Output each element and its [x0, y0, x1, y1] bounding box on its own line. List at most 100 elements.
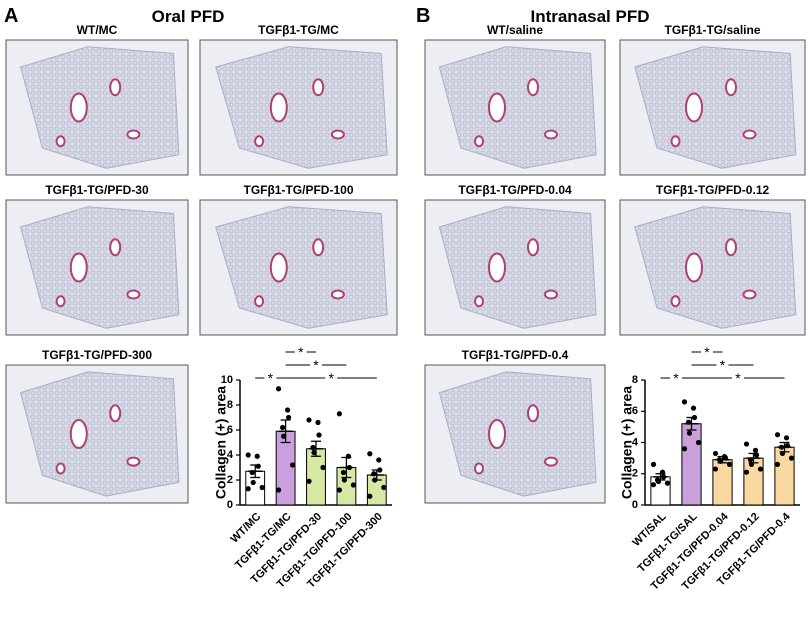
- data-point: [245, 486, 251, 492]
- data-point: [748, 461, 755, 467]
- data-point: [747, 457, 754, 463]
- data-point: [249, 469, 255, 476]
- micrograph: [424, 39, 606, 176]
- significance-bracket: *: [285, 344, 316, 360]
- vessel: [725, 78, 737, 97]
- data-point: [691, 414, 698, 421]
- data-point: [367, 493, 373, 499]
- panel-label: B: [416, 5, 430, 27]
- data-point: [722, 455, 729, 461]
- data-point: [686, 430, 693, 436]
- data-point: [285, 407, 291, 413]
- vessel: [527, 404, 539, 423]
- vessel: [109, 78, 122, 97]
- data-point: [276, 386, 282, 392]
- vessel: [126, 129, 141, 140]
- data-point: [345, 453, 351, 459]
- vessel: [544, 289, 558, 300]
- significance-label: *: [268, 370, 274, 386]
- data-point: [788, 455, 795, 461]
- data-point: [259, 484, 265, 491]
- vessel: [330, 129, 345, 140]
- data-point: [381, 484, 387, 491]
- micrograph: [199, 39, 398, 176]
- significance-bracket: *: [255, 370, 286, 386]
- significance-bracket: *: [691, 370, 785, 386]
- vessel: [69, 252, 88, 283]
- significance-label: *: [298, 344, 304, 360]
- y-tick-label: 8: [227, 399, 233, 411]
- vessel: [670, 135, 681, 148]
- vessel: [742, 289, 757, 300]
- vessel: [474, 295, 484, 308]
- micrograph: [424, 199, 606, 336]
- star-gap: [716, 359, 729, 371]
- data-point: [664, 480, 671, 486]
- y-tick-label: 6: [632, 405, 638, 417]
- data-point: [336, 411, 342, 417]
- vessel: [330, 289, 345, 300]
- panel-title: Oral PFD: [152, 7, 225, 26]
- star-gap: [325, 372, 338, 384]
- data-point: [784, 443, 791, 449]
- data-point: [778, 444, 785, 450]
- y-tick-label: 0: [227, 499, 233, 511]
- vessel: [55, 135, 66, 148]
- micrograph: [5, 39, 189, 176]
- data-point: [660, 474, 667, 480]
- micrograph: [5, 199, 189, 336]
- data-point: [346, 464, 352, 471]
- data-point: [276, 487, 282, 493]
- data-point: [316, 432, 322, 438]
- vessel: [55, 462, 66, 475]
- data-point: [681, 399, 688, 405]
- y-tick-label: 6: [227, 424, 233, 436]
- star-gap: [701, 346, 713, 358]
- data-point: [310, 444, 316, 451]
- image-caption: TGFβ1-TG/PFD-0.12: [656, 183, 770, 197]
- data-point: [281, 433, 287, 439]
- data-point: [650, 461, 657, 467]
- y-tick-label: 4: [632, 436, 639, 448]
- micrograph: [619, 39, 806, 176]
- micrograph: [5, 364, 189, 504]
- vessel: [474, 135, 484, 148]
- data-point: [774, 432, 781, 438]
- vessel: [742, 129, 757, 140]
- data-point: [350, 482, 356, 488]
- bar: [681, 423, 702, 506]
- star-gap: [294, 346, 307, 358]
- vessel: [126, 289, 141, 300]
- data-point: [311, 449, 317, 456]
- star-gap: [310, 359, 322, 371]
- image-caption: TGFβ1-TG/saline: [664, 23, 760, 37]
- bar: [306, 448, 326, 506]
- vessel: [109, 238, 122, 257]
- y-tick-label: 4: [227, 449, 234, 461]
- vessel: [126, 456, 141, 467]
- data-point: [340, 469, 346, 476]
- y-tick-label: 8: [632, 374, 638, 386]
- data-point: [757, 466, 764, 472]
- data-point: [695, 439, 702, 446]
- image-caption: TGFβ1-TG/PFD-300: [42, 348, 152, 362]
- significance-label: *: [313, 357, 319, 373]
- vessel: [254, 295, 265, 308]
- image-caption: TGFβ1-TG/PFD-0.4: [462, 348, 569, 362]
- vessel: [269, 92, 288, 123]
- panel-title: Intranasal PFD: [530, 7, 649, 26]
- vessel: [488, 419, 506, 449]
- micrograph: [424, 364, 606, 504]
- data-point: [320, 464, 326, 471]
- vessel: [312, 238, 325, 257]
- data-point: [376, 457, 382, 463]
- data-point: [685, 419, 692, 425]
- data-point: [743, 469, 750, 475]
- vessel: [488, 252, 506, 283]
- vessel: [544, 129, 558, 140]
- data-point: [783, 435, 790, 441]
- image-caption: TGFβ1-TG/PFD-100: [243, 183, 353, 197]
- vessel: [55, 295, 66, 308]
- significance-label: *: [735, 370, 741, 386]
- data-point: [290, 462, 296, 468]
